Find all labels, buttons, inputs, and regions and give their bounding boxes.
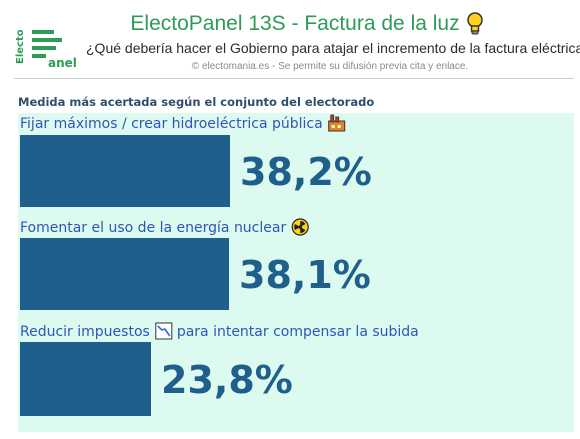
- page-title: ElectoPanel 13S - Factura de la luz: [130, 12, 460, 35]
- category-label: Fijar máximos / crear hidroeléctrica púb…: [20, 116, 323, 132]
- logo-bar: [32, 46, 56, 50]
- header-divider: [14, 78, 574, 79]
- bar: [20, 238, 229, 310]
- logo-wordmark: anel: [48, 56, 77, 70]
- bar: [20, 135, 230, 207]
- category-label: Reducir impuestos: [20, 324, 150, 340]
- data-label: 23,8%: [161, 358, 293, 402]
- chart-title: Medida más acertada según el conjunto de…: [18, 95, 375, 109]
- bar: [20, 342, 151, 416]
- data-label: 38,2%: [240, 150, 372, 194]
- logo-bar: [32, 30, 54, 34]
- page-subtitle: ¿Qué debería hacer el Gobierno para ataj…: [86, 40, 580, 56]
- credit-line: © electomania.es - Se permite su difusió…: [191, 61, 469, 72]
- electopanel-logo: Electo anel: [14, 24, 77, 72]
- logo-bar: [32, 54, 46, 58]
- lightbulb-icon: [467, 12, 483, 35]
- category-label: Fomentar el uso de la energía nuclear: [20, 220, 286, 236]
- factory-icon: [328, 114, 346, 132]
- chart-decreasing-icon: [155, 322, 173, 340]
- radioactive-icon: [291, 218, 309, 236]
- data-label: 38,1%: [239, 253, 371, 297]
- logo-bar: [32, 38, 62, 42]
- category-label-continued: para intentar compensar la subida: [177, 324, 419, 340]
